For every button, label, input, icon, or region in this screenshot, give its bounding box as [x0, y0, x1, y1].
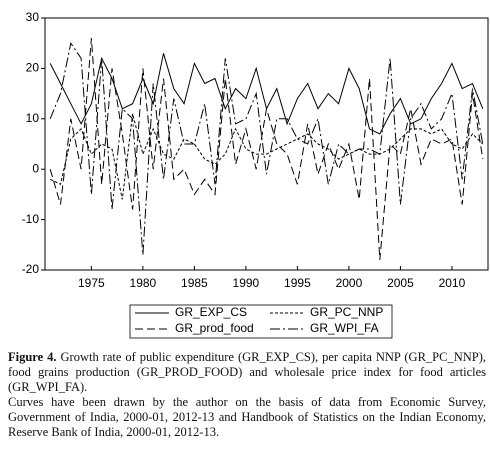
- series-line: [49, 53, 484, 135]
- series-line: [49, 113, 484, 200]
- series-line: [49, 38, 484, 260]
- caption-text: Figure 4. Growth rate of public expendit…: [8, 350, 486, 395]
- y-tick-label: -10: [22, 212, 40, 226]
- plot-frame: [44, 17, 489, 271]
- legend-label: GR_prod_food: [175, 321, 254, 335]
- legend-box: [129, 304, 393, 339]
- x-tick-label: 2005: [387, 276, 414, 290]
- y-tick-label: 20: [26, 61, 40, 75]
- y-tick-label: -20: [22, 262, 40, 276]
- x-tick-label: 1985: [181, 276, 208, 290]
- y-tick-label: 30: [26, 10, 40, 24]
- x-tick-label: 1990: [233, 276, 260, 290]
- y-tick-label: 10: [26, 111, 40, 125]
- y-tick-label: 0: [32, 161, 39, 175]
- x-tick-label: 2010: [439, 276, 466, 290]
- x-tick-label: 1995: [284, 276, 311, 290]
- x-tick-label: 2000: [336, 276, 363, 290]
- caption: Figure 4. Growth rate of public expendit…: [8, 350, 486, 440]
- caption-body: Growth rate of public expenditure (GR_EX…: [8, 350, 486, 394]
- caption-label: Figure 4.: [8, 350, 57, 364]
- series-line: [49, 41, 484, 255]
- legend-label: GR_EXP_CS: [175, 305, 247, 319]
- legend-label: GR_WPI_FA: [310, 321, 379, 335]
- x-tick-label: 1975: [78, 276, 105, 290]
- chart: -20 -10 0 10 20 30 1975 1980 1985 1990 1995 2000 200…: [22, 10, 489, 339]
- x-tick-label: 1980: [130, 276, 157, 290]
- legend-label: GR_PC_NNP: [310, 305, 383, 319]
- caption-note: Curves have been drawn by the author on …: [8, 395, 486, 439]
